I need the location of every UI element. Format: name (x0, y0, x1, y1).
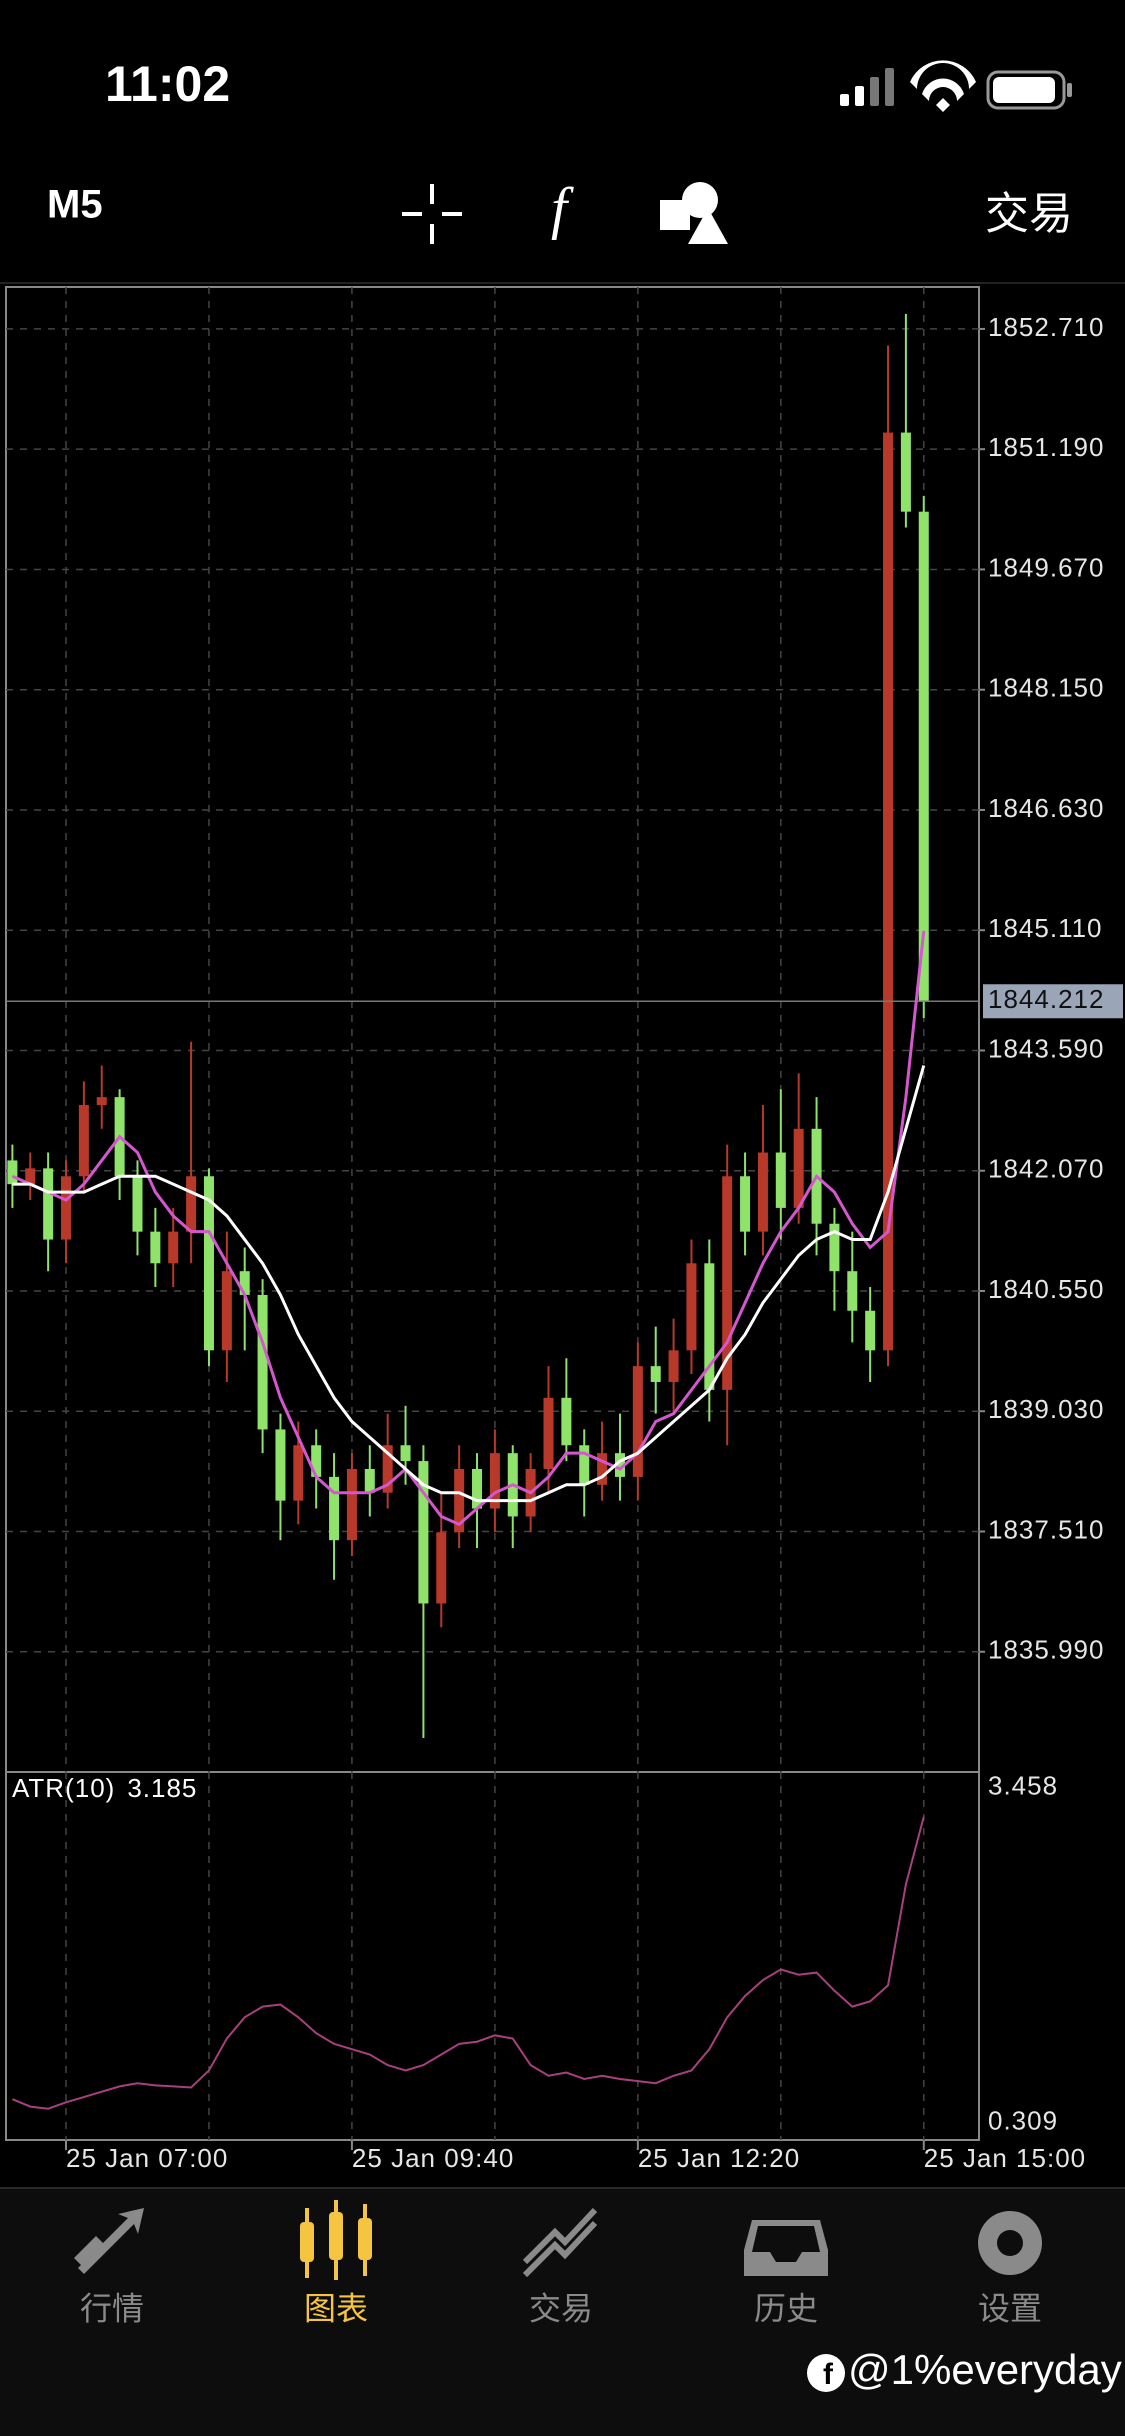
indicator-label: ATR(10) 3.185 (12, 1773, 197, 1803)
candle-body (329, 1476, 340, 1541)
candle-body (78, 1105, 89, 1177)
candle-body (186, 1176, 197, 1232)
watermark: f @1%everyday (807, 2346, 1122, 2393)
candle-body (865, 1310, 876, 1351)
candle-body (61, 1176, 72, 1240)
tab-label[interactable]: 交易 (529, 2290, 593, 2326)
candle-body (775, 1152, 786, 1208)
y-tick-label: 0.309 (988, 2106, 1058, 2136)
candle-body (168, 1231, 179, 1264)
candle-body (418, 1461, 429, 1604)
y-tick-label: 1843.590 (988, 1033, 1104, 1063)
candle-body (436, 1532, 447, 1604)
y-tick-label: 1851.190 (988, 432, 1104, 462)
candle-body (543, 1397, 554, 1469)
moving-average (12, 1065, 926, 1503)
candle-body (722, 1176, 733, 1390)
tab-icon[interactable] (978, 2211, 1042, 2275)
x-tick-label: 25 Jan 12:20 (638, 2143, 800, 2173)
candle-body (150, 1231, 161, 1264)
candle-body (686, 1263, 697, 1351)
chart-frame (5, 286, 980, 2141)
candle-body (25, 1168, 36, 1185)
y-tick-label: 1842.070 (988, 1154, 1104, 1184)
candle-body (346, 1468, 357, 1541)
candle-body (96, 1097, 107, 1106)
tab-label[interactable]: 历史 (754, 2290, 818, 2326)
candle-body (597, 1453, 608, 1485)
candle-body (43, 1168, 54, 1240)
candle-body (472, 1468, 483, 1509)
candle-body (829, 1223, 840, 1272)
candle-body (293, 1445, 304, 1501)
status-icons (840, 60, 1072, 112)
candle-body (757, 1152, 768, 1232)
candle-body (847, 1271, 858, 1311)
candle-body (275, 1429, 286, 1501)
plot: 25 Jan 07:00 25 Jan 09:40 25 Jan 12:20 25 J… (6, 287, 1123, 2173)
tab-label[interactable]: 设置 (978, 2290, 1042, 2326)
tab-label[interactable]: 行情 (80, 2290, 144, 2326)
candle-body (704, 1263, 715, 1390)
candle-body (668, 1350, 679, 1382)
y-tick-label: 1848.150 (988, 673, 1104, 703)
candle-body (579, 1445, 590, 1485)
candle-body (221, 1271, 232, 1351)
tab-icon[interactable] (744, 2220, 828, 2276)
candle-body (454, 1468, 465, 1533)
candle-body (883, 432, 894, 1351)
price-tag-label: 1844.212 (988, 984, 1104, 1014)
y-tick-label: 1849.670 (988, 552, 1104, 582)
svg-text:f: f (823, 2358, 834, 2391)
indicator-title: ATR(10) (12, 1773, 115, 1803)
candle-body (900, 432, 911, 512)
y-tick-label: 1840.550 (988, 1274, 1104, 1304)
tab-bar (0, 2188, 1125, 2436)
y-tick-label: 1837.510 (988, 1514, 1104, 1544)
watermark-text: @1%everyday (848, 2346, 1122, 2393)
x-tick-label: 25 Jan 15:00 (924, 2143, 1086, 2173)
indicator-value: 3.185 (127, 1773, 197, 1803)
y-tick-label: 1852.710 (988, 312, 1104, 342)
candle-body (311, 1445, 322, 1477)
candle-body (203, 1176, 214, 1351)
x-tick-label: 25 Jan 09:40 (352, 2143, 514, 2173)
candle-body (364, 1468, 375, 1493)
tab-icon[interactable] (300, 2200, 372, 2280)
y-tick-label: 1835.990 (988, 1635, 1104, 1665)
candle-body (632, 1366, 643, 1477)
y-tick-label: 1846.630 (988, 793, 1104, 823)
y-tick-label: 3.458 (988, 1771, 1058, 1801)
crosshair-button[interactable] (402, 184, 462, 244)
indicator-line (12, 1816, 925, 2110)
candle-body (793, 1128, 804, 1208)
status-time: 11:02 (105, 56, 230, 112)
tab-label[interactable]: 图表 (304, 2290, 368, 2326)
candle-body (740, 1176, 751, 1232)
candle-body (382, 1445, 393, 1493)
y-tick-label: 1839.030 (988, 1394, 1104, 1424)
candle-body (400, 1445, 411, 1462)
tab-icon[interactable] (522, 2207, 598, 2278)
candle-body (614, 1453, 625, 1477)
tabs: 行情 图表 交易 历史 设置 (80, 2290, 1042, 2326)
candle-body (132, 1176, 143, 1232)
candle-body (561, 1397, 572, 1446)
tab-icon[interactable] (74, 2208, 144, 2274)
candle-body (918, 511, 929, 1002)
timeframe-button[interactable]: M5 (47, 183, 103, 227)
y-tick-label: 1845.110 (988, 913, 1103, 943)
trade-button[interactable]: 交易 (985, 190, 1073, 239)
candle-body (650, 1366, 661, 1382)
moving-average (11, 930, 926, 1527)
x-tick-label: 25 Jan 07:00 (66, 2143, 228, 2173)
candle-body (239, 1271, 250, 1295)
candle-body (7, 1160, 18, 1185)
price-tag (983, 984, 1123, 1019)
candle-body (257, 1294, 268, 1430)
candle-body (489, 1453, 500, 1509)
objects-button[interactable] (660, 182, 728, 244)
